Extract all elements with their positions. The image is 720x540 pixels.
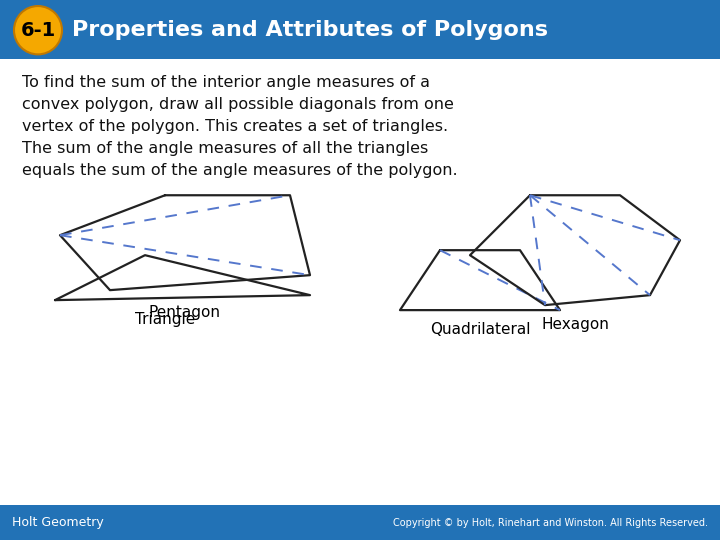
Text: Properties and Attributes of Polygons: Properties and Attributes of Polygons xyxy=(72,20,548,40)
Text: 6-1: 6-1 xyxy=(20,21,55,40)
Text: Quadrilateral: Quadrilateral xyxy=(430,322,530,337)
Text: Hexagon: Hexagon xyxy=(541,317,609,332)
Text: The sum of the angle measures of all the triangles: The sum of the angle measures of all the… xyxy=(22,141,428,156)
Circle shape xyxy=(14,6,62,55)
Text: Triangle: Triangle xyxy=(135,312,195,327)
Text: Copyright © by Holt, Rinehart and Winston. All Rights Reserved.: Copyright © by Holt, Rinehart and Winsto… xyxy=(393,518,708,528)
Text: vertex of the polygon. This creates a set of triangles.: vertex of the polygon. This creates a se… xyxy=(22,119,448,134)
Text: convex polygon, draw all possible diagonals from one: convex polygon, draw all possible diagon… xyxy=(22,97,454,112)
Text: equals the sum of the angle measures of the polygon.: equals the sum of the angle measures of … xyxy=(22,163,458,178)
Text: To find the sum of the interior angle measures of a: To find the sum of the interior angle me… xyxy=(22,76,430,90)
Text: Pentagon: Pentagon xyxy=(149,305,221,320)
Text: Holt Geometry: Holt Geometry xyxy=(12,516,104,529)
